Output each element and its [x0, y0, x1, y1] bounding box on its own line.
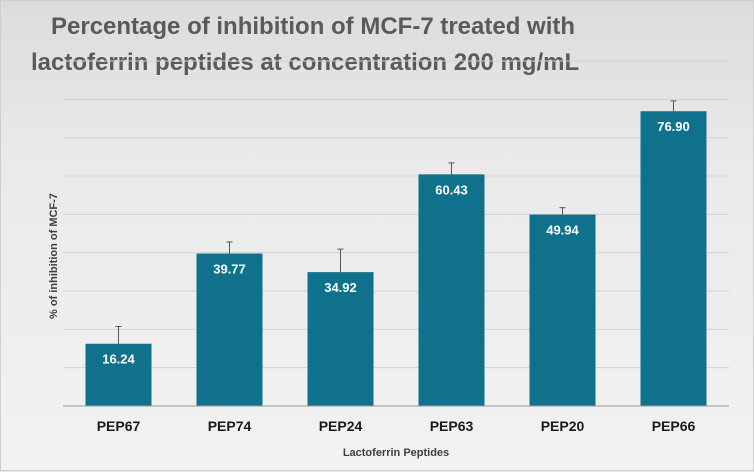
chart-title-line-2: lactoferrin peptides at concentration 20…	[31, 49, 579, 76]
bar-pep20	[529, 214, 596, 406]
bar-pep67	[85, 343, 152, 406]
data-label-pep24: 34.92	[324, 280, 357, 295]
chart-title-line-1: Percentage of inhibition of MCF-7 treate…	[51, 13, 575, 40]
error-bar-pep24	[337, 248, 344, 273]
error-bar-pep63	[448, 162, 455, 175]
x-tick-pep20: PEP20	[541, 418, 585, 434]
bars	[85, 111, 707, 406]
x-tick-pep74: PEP74	[208, 418, 252, 434]
x-tick-labels: PEP67 PEP74 PEP24 PEP63 PEP20 PEP66	[97, 418, 696, 434]
y-axis-label: % of inhibition of MCF-7	[48, 193, 60, 319]
x-tick-pep66: PEP66	[652, 418, 696, 434]
error-bar-pep74	[226, 241, 233, 254]
error-bar-pep20	[559, 207, 566, 215]
error-bar-pep66	[670, 100, 677, 112]
data-labels: 16.24 39.77 34.92 60.43 49.94 76.90	[102, 119, 690, 367]
bar-pep66	[640, 111, 707, 406]
bar-pep24	[307, 272, 374, 406]
x-tick-pep24: PEP24	[319, 418, 363, 434]
bar-pep74	[196, 253, 263, 406]
gridlines	[63, 60, 729, 369]
x-tick-pep63: PEP63	[430, 418, 474, 434]
data-label-pep20: 49.94	[546, 223, 579, 238]
data-label-pep66: 76.90	[657, 119, 690, 134]
bar-pep63	[418, 174, 485, 406]
data-label-pep74: 39.77	[213, 262, 246, 277]
data-label-pep63: 60.43	[435, 182, 468, 197]
x-axis-label: Lactoferrin Peptides	[343, 447, 449, 459]
error-bar-pep67	[115, 325, 122, 344]
data-label-pep67: 16.24	[102, 352, 135, 367]
x-tick-pep67: PEP67	[97, 418, 141, 434]
error-bars	[115, 100, 677, 344]
